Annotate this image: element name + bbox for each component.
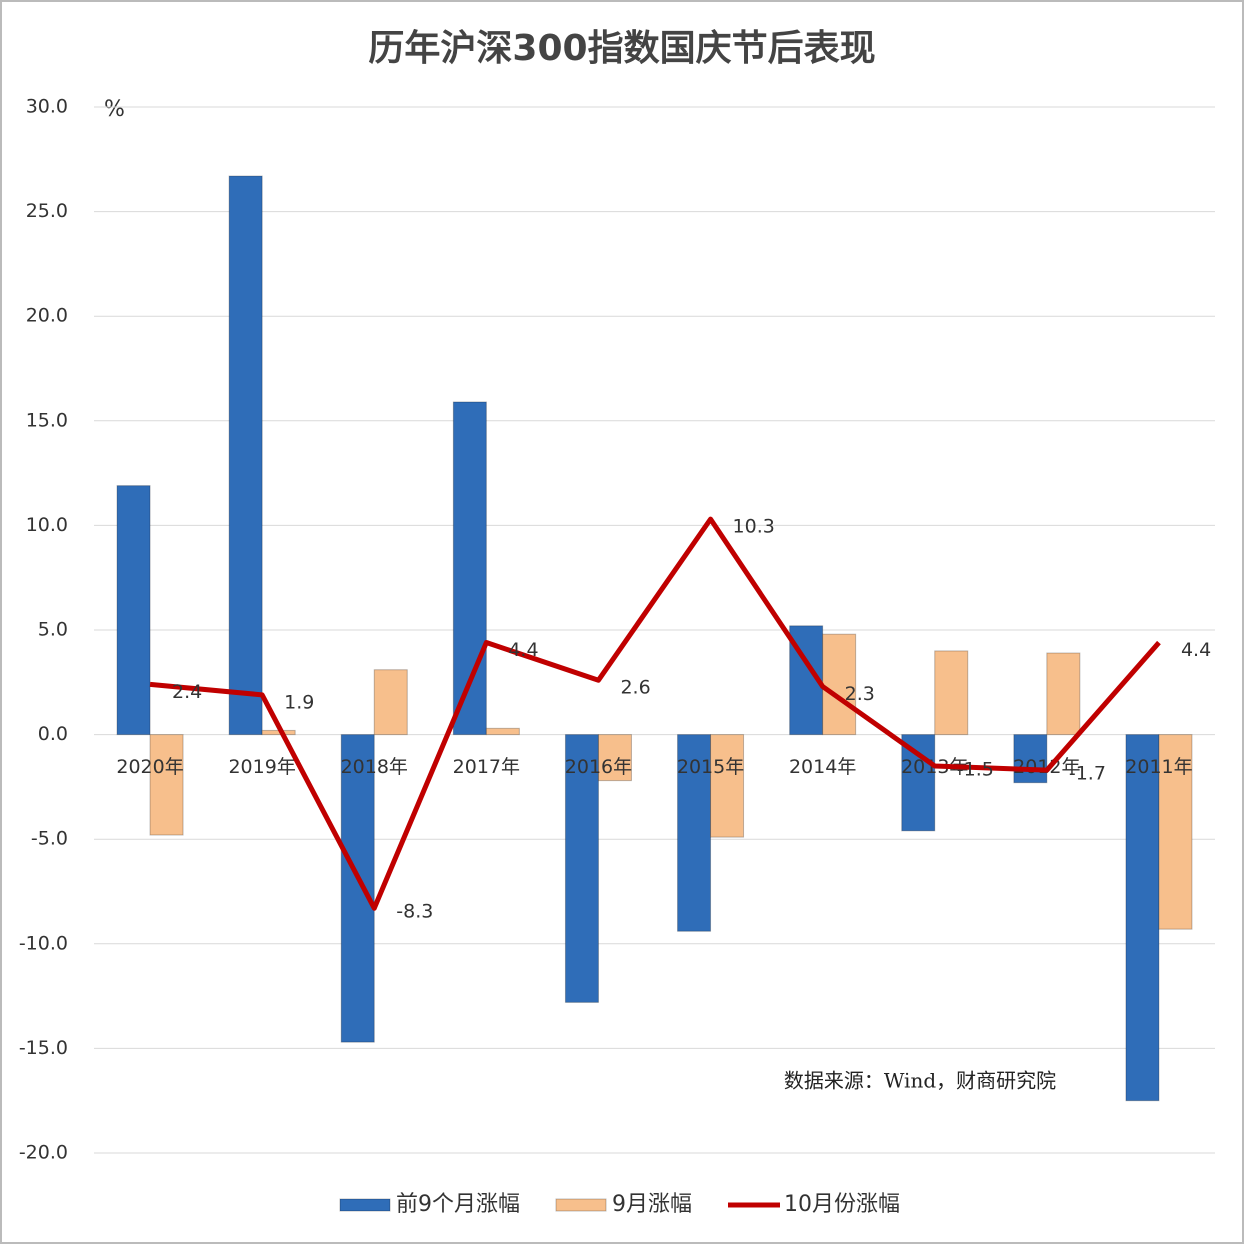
data-label: 1.9 [284,691,314,713]
y-tick-label: 30.0 [26,96,68,118]
x-tick-label: 2014年 [789,756,856,778]
data-label: 10.3 [733,516,775,538]
data-label: -1.7 [1069,763,1106,785]
legend-marker [555,1198,607,1212]
y-unit: % [104,97,125,122]
bar [1125,734,1160,1102]
x-tick-label: 2016年 [565,756,632,778]
data-label: 2.3 [845,683,875,705]
bar [340,734,375,1043]
line [149,516,1161,911]
y-tick-label: 10.0 [26,514,68,536]
bar [116,485,151,736]
y-tick-label: -15.0 [19,1037,68,1059]
source-note: 数据来源：Wind，财商研究院 [784,1069,1056,1093]
y-tick-label: 0.0 [38,723,68,745]
data-label: 4.4 [508,639,538,661]
legend-label: 前9个月涨幅 [396,1192,520,1217]
bar [901,734,936,832]
bar [1013,734,1048,784]
legend-marker [339,1198,391,1212]
chart-title: 历年沪深300指数国庆节后表现 [368,28,875,69]
data-label: 4.4 [1181,639,1211,661]
y-tick-label: 15.0 [26,409,68,431]
y-tick-label: 25.0 [26,200,68,222]
data-label: -8.3 [396,901,433,923]
data-label: 2.6 [620,677,650,699]
bar [710,734,745,838]
bar [1046,652,1081,736]
legend-label: 9月涨幅 [612,1192,692,1217]
x-tick-label: 2019年 [228,756,295,778]
bar [934,650,969,736]
bar [228,175,263,736]
x-tick-label: 2015年 [677,756,744,778]
bar [1158,734,1193,930]
bar [597,734,632,782]
x-tick-label: 2011年 [1125,756,1192,778]
y-tick-label: -5.0 [31,828,68,850]
legend-label: 10月份涨幅 [784,1192,900,1217]
y-tick-label: -20.0 [19,1142,68,1164]
bar [822,633,857,736]
x-tick-label: 2020年 [116,756,183,778]
y-tick-label: 20.0 [26,305,68,327]
y-tick-label: -10.0 [19,932,68,954]
data-label: -1.5 [957,758,994,780]
bar [149,734,184,836]
y-tick-label: 5.0 [38,619,68,641]
data-label: 2.4 [172,681,202,703]
bar [373,669,408,736]
x-tick-label: 2017年 [453,756,520,778]
bar [485,727,520,736]
x-tick-label: 2018年 [341,756,408,778]
bar [564,734,599,1003]
